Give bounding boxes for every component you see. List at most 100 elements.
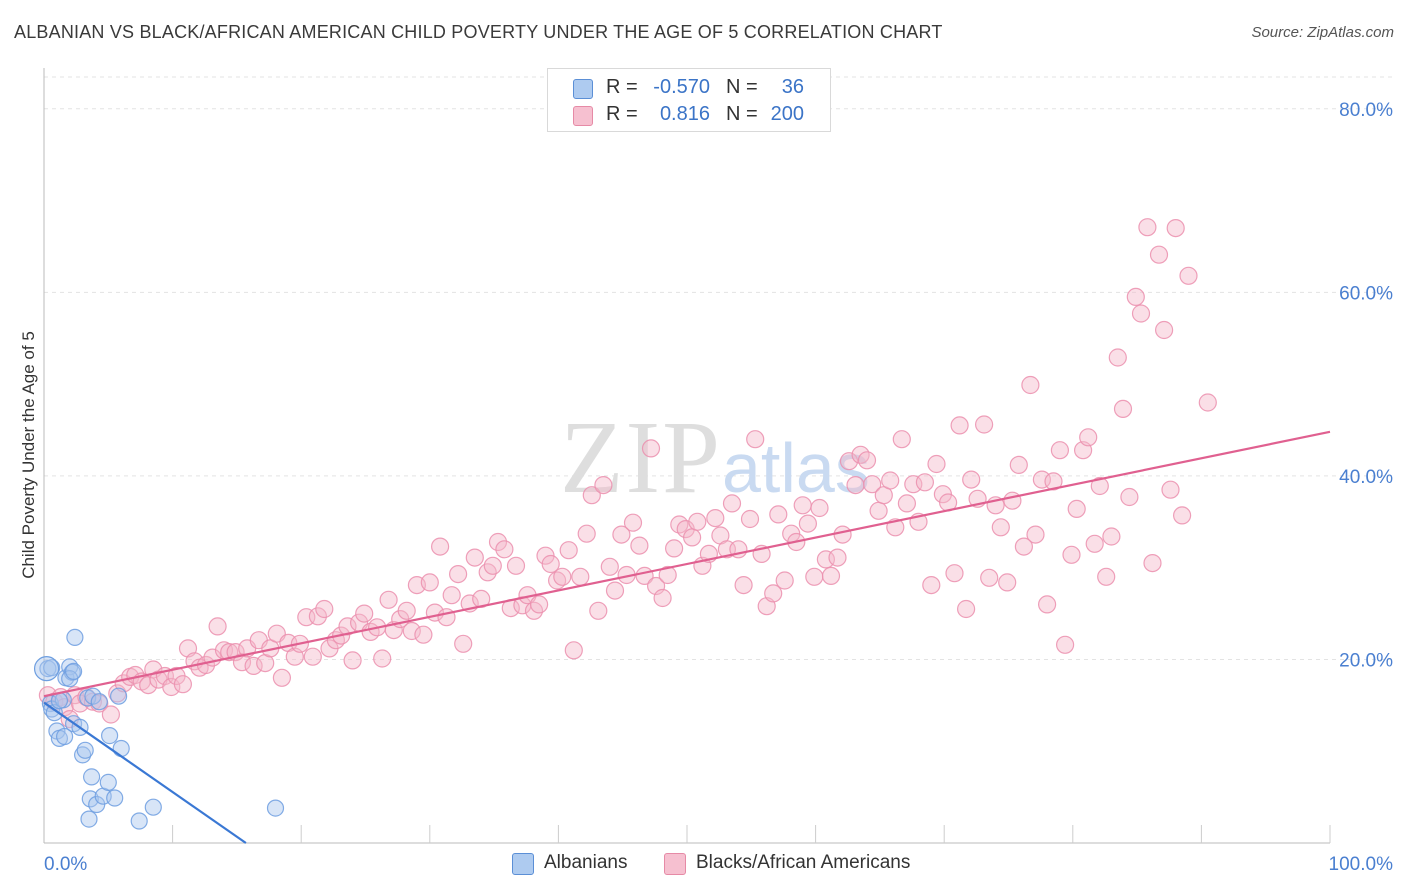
r-label: R = [606,76,638,98]
blacks-point-187 [1138,218,1157,237]
blacks-point-134 [828,548,847,567]
blacks-point-102 [641,439,661,458]
y-tick-label-20: 20.0% [1339,650,1393,671]
albanians-point-30 [144,798,162,816]
blacks-point-106 [664,539,684,558]
blacks-point-135 [833,525,852,544]
watermark-zip: ZIP [560,400,722,515]
n-label: N = [726,76,758,98]
blacks-point-136 [839,452,859,471]
blacks-point-61 [402,621,421,641]
blacks-point-110 [688,512,707,531]
blacks-point-75 [483,556,502,575]
blacks-point-85 [541,554,560,574]
blacks-point-96 [605,581,625,600]
blacks-point-87 [553,567,572,586]
blacks-point-72 [465,548,484,567]
blacks-point-100 [630,536,649,555]
blacks-point-66 [431,537,450,556]
blacks-point-46 [315,599,334,619]
blacks-point-139 [857,451,877,470]
blacks-point-39 [272,668,291,687]
albanians-point-25 [100,726,119,745]
blacks-point-182 [1108,348,1127,367]
blacks-point-88 [559,541,578,560]
blacks-point-184 [1120,487,1139,507]
blacks-point-133 [821,566,841,586]
blacks-point-164 [1003,491,1022,510]
albanians-point-19 [82,768,101,786]
blacks-point-170 [1037,595,1057,614]
legend-row-blacks: R = 0.816 N = 200 [548,102,830,128]
n-label: N = [726,103,758,125]
blacks-point-92 [582,486,601,505]
albanians-point-32 [43,659,61,677]
blacks-point-140 [863,475,882,494]
blacks-point-143 [881,471,900,490]
blacks-point-79 [506,556,526,575]
blacks-point-150 [922,575,941,595]
y-tick-label-80: 80.0% [1339,100,1393,121]
blacks-point-53 [355,604,374,623]
blacks-point-157 [962,470,981,489]
blacks-point-183 [1113,399,1133,418]
blacks-point-94 [594,476,613,495]
blacks-point-177 [1079,428,1098,447]
albanians-swatch [573,79,593,99]
blacks-point-162 [991,518,1010,537]
albanians-legend-swatch [512,853,534,875]
blacks-point-171 [1044,472,1063,491]
blacks-point-120 [746,430,765,449]
albanians-point-17 [80,810,98,828]
albanians-point-14 [73,746,92,764]
trend-lines [43,430,1331,844]
blacks-point-147 [904,475,923,494]
blacks-swatch [573,106,593,126]
blacks-point-175 [1067,499,1086,518]
blacks-point-118 [734,575,753,595]
blacks-point-28 [208,617,227,636]
blacks-point-91 [577,524,596,543]
blacks-point-179 [1090,476,1109,496]
blacks-point-89 [564,641,583,660]
blacks-point-57 [379,590,398,609]
blacks-point-77 [495,540,514,559]
albanians-legend-label: Albanians [544,852,628,873]
blacks-point-185 [1126,287,1145,306]
blacks-point-151 [927,454,946,474]
tick-labels: 20.0% 40.0% 60.0% 80.0% 0.0% 100.0% [44,100,1393,875]
blacks-point-105 [658,565,677,585]
albanians-point-31 [266,799,285,817]
chart-title: ALBANIAN VS BLACK/AFRICAN AMERICAN CHILD… [14,22,943,42]
albanians-point-28 [112,739,130,758]
gridlines [44,76,1395,660]
blacks-point-68 [442,586,461,605]
blacks-point-70 [454,634,473,653]
blacks-point-132 [816,550,836,569]
x-tick-label-max: 100.0% [1329,854,1394,875]
blacks-point-22 [173,675,192,694]
blacks-point-104 [653,588,672,608]
blacks-point-129 [798,514,818,533]
legend-row-albanians: R = -0.570 N = 36 [548,75,830,101]
source-label: Source: ZipAtlas.com [1251,24,1394,41]
blacks-point-186 [1131,304,1151,323]
blacks-point-180 [1097,567,1116,586]
blacks-point-168 [1026,525,1045,544]
albanians-n-value: 36 [781,76,804,98]
blacks-point-192 [1166,219,1185,238]
albanians-point-22 [90,693,108,711]
blacks-point-99 [623,513,643,532]
blacks-point-163 [998,573,1017,592]
blacks-point-188 [1143,553,1162,573]
albanian-points [33,628,285,830]
blacks-point-173 [1055,635,1075,654]
blacks-point-69 [449,564,468,584]
blacks-trend-line [43,430,1331,698]
blacks-point-44 [303,647,322,666]
blacks-point-130 [805,567,824,586]
blacks-point-123 [764,584,783,603]
blacks-point-178 [1085,534,1104,553]
blacks-point-172 [1050,441,1070,460]
